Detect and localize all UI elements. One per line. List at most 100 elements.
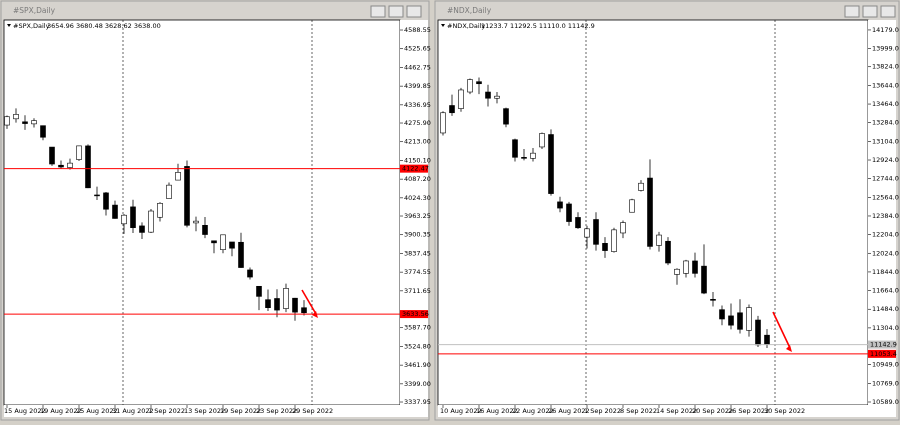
- candle-body: [256, 285, 262, 297]
- x-tick-label: 30 Sep 2022: [764, 407, 805, 415]
- x-tick-label: 1 Sep 2022: [584, 407, 621, 415]
- x-tick-label: 8 Sep 2022: [620, 407, 657, 415]
- x-tick-label: 14 Sep 2022: [656, 407, 697, 415]
- price-label-box: [400, 310, 428, 319]
- candle-body: [728, 315, 734, 326]
- x-tick-label: 20 Sep 2022: [692, 407, 733, 415]
- candle-body: [4, 116, 10, 126]
- x-tick-label: 29 Sep 2022: [292, 407, 333, 415]
- candle-body: [175, 172, 181, 181]
- maximize-button[interactable]: [862, 5, 878, 18]
- candle-body: [458, 89, 464, 109]
- x-tick-label: 19 Sep 2022: [220, 407, 261, 415]
- candle-body: [103, 192, 109, 210]
- y-tick-label: 10769.0: [872, 379, 899, 387]
- candle-body: [121, 214, 127, 225]
- candle-body: [665, 240, 671, 264]
- annotation-arrowhead: [312, 311, 318, 318]
- y-tick-label: 11484.0: [872, 305, 899, 313]
- x-tick-label: 31 Aug 2022: [112, 407, 154, 415]
- price-label-box: [868, 340, 896, 349]
- candle-body: [647, 177, 653, 247]
- x-tick-label: 26 Sep 2022: [728, 407, 769, 415]
- candle-body: [220, 234, 226, 250]
- candle-body: [755, 319, 761, 346]
- price-label: 11142.9: [870, 341, 897, 349]
- candle-body: [184, 166, 190, 226]
- annotation-arrow: [301, 289, 317, 315]
- y-tick-label: 12924.0: [872, 156, 899, 164]
- candle-body: [512, 139, 518, 158]
- close-button[interactable]: [880, 5, 896, 18]
- y-tick-label: 4150.10: [404, 156, 431, 164]
- chart-title: #SPX,Daily: [13, 22, 50, 30]
- y-tick-label: 11664.0: [872, 287, 899, 295]
- minimize-button[interactable]: [370, 5, 386, 18]
- chart-title: #NDX,Daily: [447, 22, 485, 30]
- candle-body: [193, 220, 199, 224]
- time-axis: [4, 405, 428, 417]
- candle-body: [530, 152, 536, 159]
- ohlc-info: 3654.96 3680.48 3628.62 3638.00: [47, 22, 161, 30]
- close-button[interactable]: [406, 5, 422, 18]
- maximize-button[interactable]: [388, 5, 404, 18]
- window-title: #SPX,Daily: [13, 6, 56, 15]
- candle-body: [611, 229, 617, 252]
- candle-body: [211, 240, 217, 244]
- candle-body: [746, 307, 752, 331]
- candle-body: [629, 199, 635, 213]
- y-tick-label: 12024.0: [872, 249, 899, 257]
- candle-body: [575, 217, 581, 229]
- window-buttons[interactable]: [844, 5, 896, 18]
- plot-area: [437, 19, 869, 406]
- candle-body: [764, 334, 770, 345]
- minimize-button[interactable]: [844, 5, 860, 18]
- plot-area: [3, 19, 401, 406]
- candle-body: [494, 95, 500, 99]
- price-label: 3633.56: [402, 310, 429, 318]
- candle-body: [283, 288, 289, 309]
- x-tick-label: 19 Aug 2022: [40, 407, 82, 415]
- candle-body: [238, 241, 244, 268]
- candle-body: [701, 265, 707, 294]
- candle-body: [602, 243, 608, 251]
- candle-body: [566, 203, 572, 222]
- y-tick-label: 10949.0: [872, 361, 899, 369]
- price-label-box: [868, 349, 896, 358]
- candle-body: [301, 307, 307, 314]
- candle-body: [539, 133, 545, 148]
- y-tick-label: 4087.20: [404, 175, 431, 183]
- x-tick-label: 10 Aug 2022: [440, 407, 482, 415]
- menu-marker: [441, 24, 445, 27]
- candle-body: [557, 201, 563, 209]
- y-tick-label: 4275.90: [404, 119, 431, 127]
- candle-body: [31, 120, 37, 125]
- y-tick-label: 4213.00: [404, 138, 431, 146]
- candle-body: [166, 184, 172, 199]
- candle-body: [719, 309, 725, 320]
- candle-body: [638, 182, 644, 191]
- candle-body: [247, 269, 253, 278]
- candle-body: [710, 298, 716, 301]
- candle-body: [692, 260, 698, 274]
- y-tick-label: 11844.0: [872, 268, 899, 276]
- candle-body: [85, 145, 91, 189]
- y-tick-label: 3963.25: [404, 212, 431, 220]
- candle-body: [656, 234, 662, 246]
- menu-marker: [7, 24, 11, 27]
- y-tick-label: 3399.00: [404, 380, 431, 388]
- window-buttons[interactable]: [370, 5, 422, 18]
- candle-body: [13, 114, 19, 120]
- x-tick-label: 22 Aug 2022: [512, 407, 554, 415]
- x-tick-label: 7 Sep 2022: [148, 407, 185, 415]
- price-label: 11053.4: [870, 350, 897, 358]
- candle-body: [139, 225, 145, 233]
- x-tick-label: 13 Sep 2022: [184, 407, 225, 415]
- candle-body: [548, 134, 554, 194]
- candle-body: [449, 105, 455, 114]
- candle-body: [148, 210, 154, 233]
- y-tick-label: 13999.0: [872, 45, 899, 53]
- y-tick-label: 12204.0: [872, 231, 899, 239]
- y-tick-label: 3837.45: [404, 249, 431, 257]
